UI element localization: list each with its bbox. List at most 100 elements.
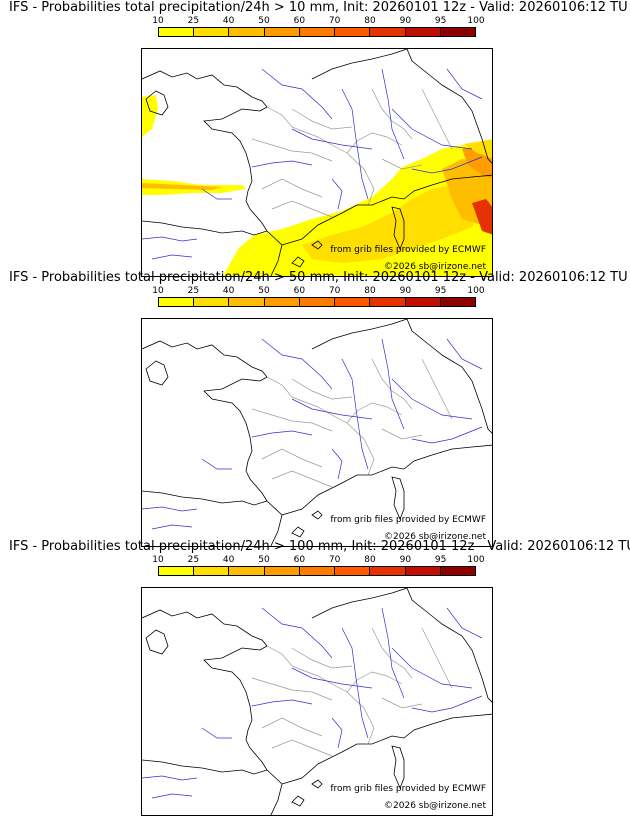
region-border bbox=[291, 108, 353, 130]
colorbar-swatch bbox=[299, 298, 336, 306]
river-line bbox=[381, 338, 405, 430]
river-line bbox=[391, 378, 473, 420]
region-border bbox=[381, 158, 423, 170]
colorbar-swatches bbox=[158, 27, 476, 37]
precip-probability-area bbox=[302, 185, 482, 263]
colorbar-tick-label: 60 bbox=[293, 286, 306, 296]
colorbar-tick-label: 50 bbox=[258, 286, 270, 296]
region-border bbox=[421, 88, 453, 150]
coastline bbox=[291, 526, 305, 538]
river-line bbox=[201, 458, 232, 470]
coastline bbox=[203, 376, 268, 502]
coastline bbox=[142, 490, 268, 506]
colorbar-swatch bbox=[335, 567, 371, 575]
colorbar: 10 25 40 50 60 70 80 90 95 100 bbox=[152, 555, 485, 582]
coastline bbox=[311, 588, 408, 619]
colorbar-tick-label: 25 bbox=[187, 16, 200, 26]
copyright-credit: ©2026 sb@irizone.net bbox=[384, 532, 486, 542]
precip-probability-area bbox=[472, 199, 492, 235]
colorbar-swatch bbox=[405, 28, 441, 36]
colorbar-tick-label: 80 bbox=[364, 286, 376, 296]
colorbar-swatch bbox=[405, 298, 441, 306]
source-credit: from grib files provided by ECMWF bbox=[330, 245, 486, 255]
coastline bbox=[266, 230, 283, 276]
river-line bbox=[411, 426, 483, 444]
river-line bbox=[446, 338, 483, 370]
region-border bbox=[291, 378, 353, 400]
coastline bbox=[311, 240, 323, 250]
region-border bbox=[261, 178, 323, 198]
river-line bbox=[381, 68, 405, 160]
colorbar-tick-label: 100 bbox=[467, 16, 485, 26]
river-line bbox=[341, 88, 369, 200]
coastline bbox=[406, 49, 492, 164]
region-border bbox=[251, 408, 333, 432]
river-line bbox=[261, 68, 333, 120]
colorbar-tick-label: 10 bbox=[152, 16, 164, 26]
colorbar-swatch bbox=[370, 567, 406, 575]
river-line bbox=[411, 156, 483, 174]
colorbar-swatch bbox=[229, 298, 265, 306]
colorbar-tick-label: 90 bbox=[399, 286, 412, 296]
region-border bbox=[346, 422, 375, 476]
region-border bbox=[381, 428, 423, 440]
colorbar-tick-label: 60 bbox=[293, 555, 306, 565]
colorbar-tick-label: 95 bbox=[434, 16, 447, 26]
region-border bbox=[266, 376, 348, 424]
region-border bbox=[266, 645, 348, 693]
panel-title: IFS - Probabilities total precipitation/… bbox=[9, 270, 628, 285]
coastline bbox=[406, 588, 492, 703]
colorbar-tick-label: 70 bbox=[328, 16, 341, 26]
river-line bbox=[251, 160, 313, 168]
colorbar-swatches bbox=[158, 297, 476, 307]
coastline bbox=[266, 769, 283, 815]
region-border bbox=[251, 677, 333, 701]
coastline bbox=[281, 444, 492, 516]
river-line bbox=[142, 775, 198, 781]
colorbar: 10 25 40 50 60 70 80 90 95 100 bbox=[152, 16, 485, 43]
region-border bbox=[261, 717, 323, 737]
colorbar-swatch bbox=[229, 567, 265, 575]
colorbar-tick-label: 80 bbox=[364, 16, 376, 26]
source-credit: from grib files provided by ECMWF bbox=[330, 515, 486, 525]
coastline bbox=[311, 779, 323, 789]
colorbar-tick-label: 40 bbox=[222, 555, 235, 565]
colorbar-swatch bbox=[370, 28, 406, 36]
colorbar-tick-label: 90 bbox=[399, 16, 412, 26]
colorbar-tick-label: 10 bbox=[152, 286, 164, 296]
colorbar-tick-label: 70 bbox=[328, 555, 341, 565]
colorbar-tick-label: 25 bbox=[187, 555, 200, 565]
coastline bbox=[142, 220, 268, 236]
colorbar-swatch bbox=[299, 567, 336, 575]
colorbar-swatch bbox=[159, 28, 195, 36]
colorbar-swatch bbox=[299, 28, 336, 36]
map-svg bbox=[142, 49, 492, 276]
colorbar-swatch bbox=[405, 567, 441, 575]
colorbar-swatch bbox=[194, 567, 230, 575]
region-border bbox=[251, 138, 333, 162]
coastline bbox=[145, 90, 169, 116]
coastline bbox=[142, 70, 268, 108]
coastline bbox=[203, 645, 268, 771]
colorbar-swatch bbox=[264, 567, 300, 575]
coastline bbox=[281, 174, 492, 246]
coastline bbox=[203, 106, 268, 232]
colorbar-tick-label: 60 bbox=[293, 16, 306, 26]
river-line bbox=[331, 717, 343, 749]
river-line bbox=[201, 727, 232, 739]
colorbar-tick-label: 50 bbox=[258, 555, 270, 565]
colorbar-tick-label: 50 bbox=[258, 16, 270, 26]
precip-probability-area bbox=[464, 139, 492, 159]
colorbar-swatch bbox=[264, 28, 300, 36]
coastline bbox=[142, 759, 268, 775]
river-line bbox=[391, 647, 473, 689]
colorbar-tick-label: 95 bbox=[434, 555, 447, 565]
coastline bbox=[266, 500, 283, 546]
colorbar-swatches bbox=[158, 566, 476, 576]
colorbar-swatch bbox=[335, 28, 371, 36]
map-svg bbox=[142, 319, 492, 546]
region-border bbox=[346, 132, 403, 154]
region-border bbox=[421, 358, 453, 420]
river-line bbox=[331, 178, 343, 210]
colorbar-swatch bbox=[264, 298, 300, 306]
